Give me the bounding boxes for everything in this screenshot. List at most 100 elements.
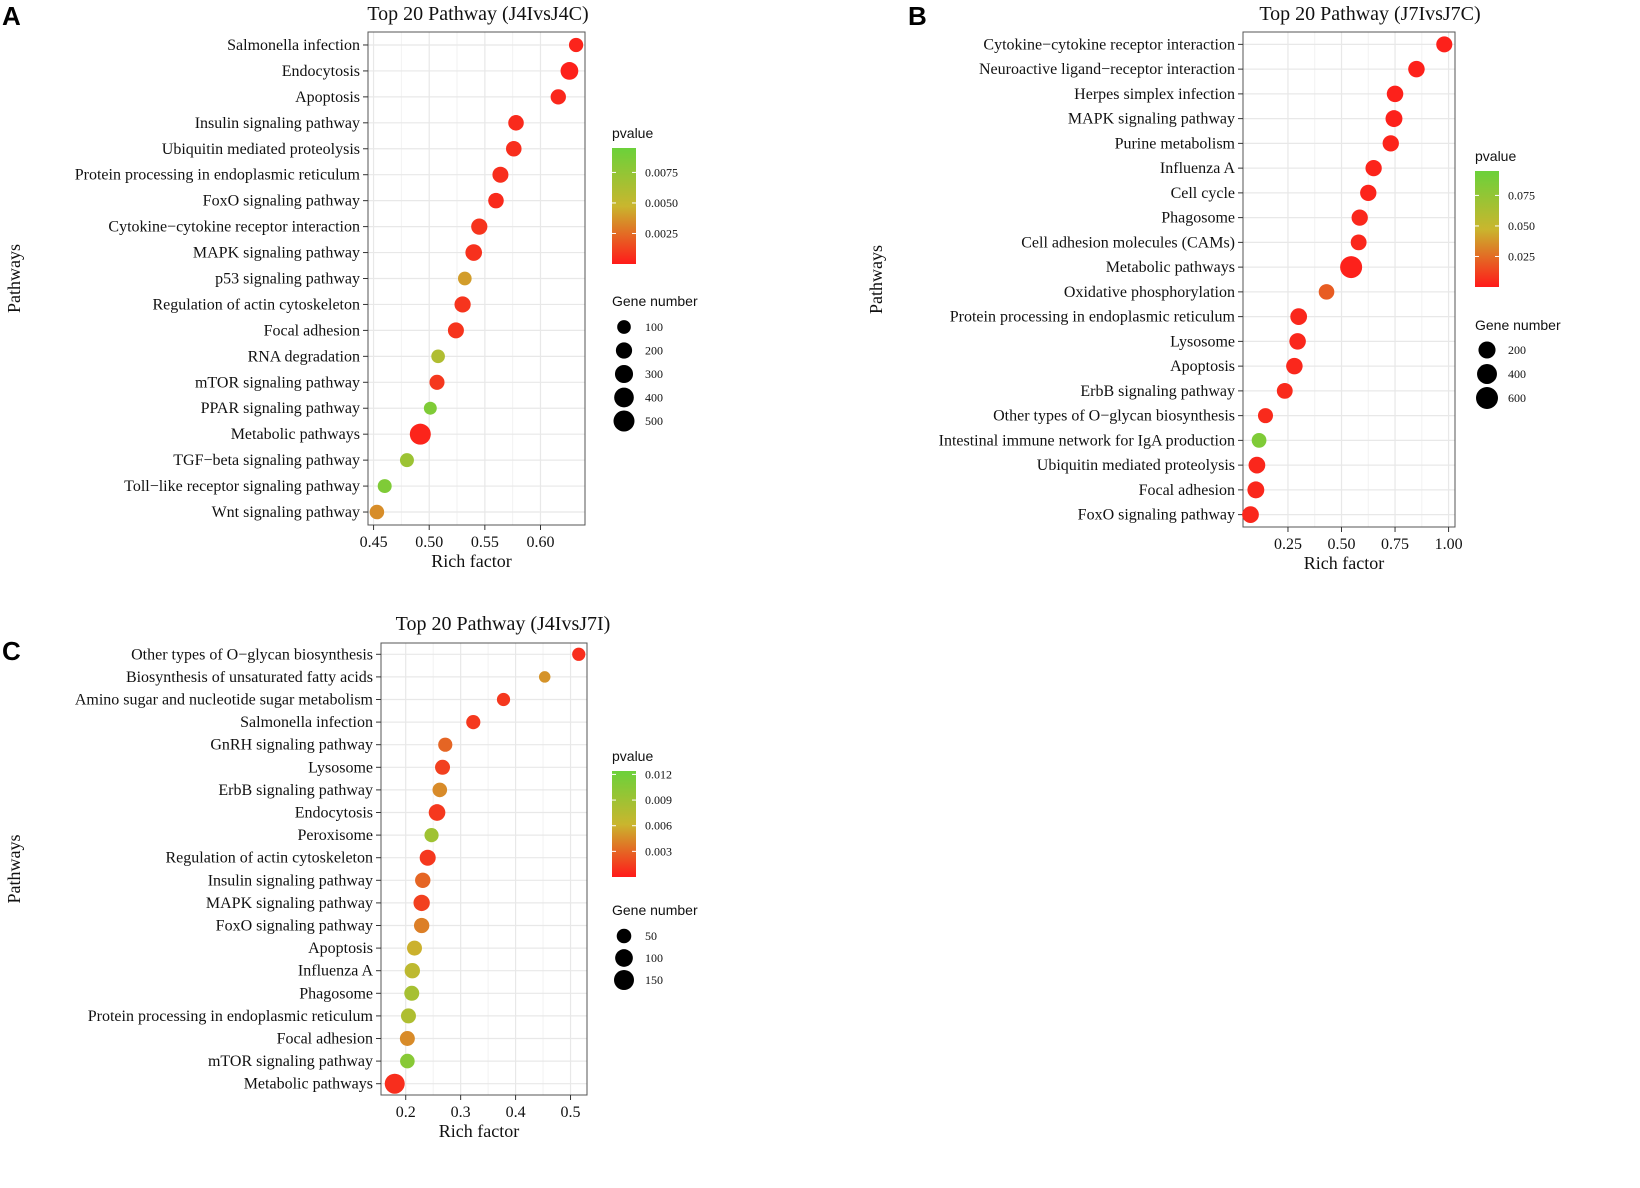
data-point (1247, 481, 1265, 499)
colorbar-tick-label: 0.0025 (645, 226, 678, 240)
pathway-label: Protein processing in endoplasmic reticu… (950, 309, 1236, 326)
pathway-label: Focal adhesion (264, 322, 360, 339)
pathway-label: MAPK signaling pathway (1068, 111, 1235, 128)
pathway-label: mTOR signaling pathway (195, 374, 360, 391)
data-point (424, 828, 439, 843)
data-point (404, 963, 420, 979)
data-point (435, 759, 451, 775)
legend-size-dot (1476, 387, 1498, 409)
data-point (407, 940, 422, 956)
data-point (413, 917, 430, 934)
data-point (415, 872, 431, 888)
pathway-label: Other types of O−glycan biosynthesis (131, 646, 373, 663)
legend-gene-title: Gene number (1475, 317, 1561, 333)
pathway-label: Endocytosis (295, 805, 373, 822)
legend-size-dot (617, 320, 631, 334)
colorbar-tick-label: 0.012 (645, 767, 672, 781)
pvalue-colorbar (612, 148, 636, 264)
legend-size-dot (615, 342, 633, 359)
data-point (431, 349, 445, 364)
pathway-label: Regulation of actin cytoskeleton (153, 296, 361, 313)
data-point (1257, 408, 1274, 424)
data-point (1248, 456, 1266, 474)
x-tick-label: 0.45 (360, 534, 388, 551)
data-point (496, 692, 511, 707)
data-point (572, 647, 586, 661)
legend-size-dot (614, 970, 634, 990)
pathway-label: Neuroactive ligand−receptor interaction (979, 61, 1235, 78)
data-point (1360, 184, 1377, 202)
data-point (1386, 85, 1404, 103)
data-point (1436, 36, 1453, 53)
legend-gene-title: Gene number (612, 902, 698, 918)
legend-size-dot (614, 364, 634, 384)
data-point (1340, 256, 1363, 279)
data-point (1350, 234, 1367, 251)
legend-pvalue-title: pvalue (1475, 148, 1516, 164)
data-point (1286, 357, 1303, 375)
pathway-label: Intestinal immune network for IgA produc… (939, 432, 1235, 449)
pathway-label: Endocytosis (282, 63, 360, 80)
legend-size-label: 200 (645, 344, 663, 358)
chart-title: Top 20 Pathway (J4IvsJ7I) (396, 613, 611, 635)
chart-title: Top 20 Pathway (J4IvsJ4C) (367, 3, 588, 25)
data-point (508, 115, 524, 131)
pathway-label: Insulin signaling pathway (208, 872, 373, 889)
x-tick-label: 0.2 (396, 1104, 416, 1121)
legend-size-dot (616, 928, 632, 944)
data-point (1251, 433, 1267, 448)
colorbar-tick-label: 0.0075 (645, 165, 678, 179)
pathway-label: FoxO signaling pathway (1078, 507, 1235, 524)
pathway-label: Regulation of actin cytoskeleton (166, 850, 374, 867)
data-point (447, 322, 464, 339)
pathway-label: Metabolic pathways (244, 1076, 373, 1093)
data-point (457, 271, 472, 286)
pathway-label: Cell cycle (1171, 185, 1235, 202)
data-point (1382, 135, 1399, 152)
data-point (423, 401, 437, 415)
legend-size-label: 400 (1508, 367, 1526, 381)
legend-size-label: 100 (645, 320, 663, 334)
pathway-label: Salmonella infection (227, 37, 360, 54)
data-point (1408, 60, 1425, 78)
pathway-label: Protein processing in endoplasmic reticu… (75, 167, 361, 184)
colorbar-tick-label: 0.0050 (645, 196, 678, 210)
pathway-label: TGF−beta signaling pathway (173, 452, 360, 469)
panel-letter-b: B (908, 1, 927, 31)
pathway-label: Lysosome (308, 759, 373, 776)
legend-size-label: 200 (1508, 343, 1526, 357)
data-point (1290, 308, 1308, 325)
colorbar-tick-label: 0.025 (1508, 249, 1535, 263)
legend-size-label: 500 (645, 414, 663, 428)
x-tick-label: 0.55 (471, 534, 499, 551)
legend-gene-title: Gene number (612, 293, 698, 309)
pathway-label: Phagosome (299, 985, 373, 1002)
legend-size-label: 100 (645, 951, 663, 965)
pathway-label: Cytokine−cytokine receptor interaction (108, 219, 360, 236)
pathway-label: Insulin signaling pathway (195, 115, 360, 132)
data-point (506, 140, 522, 157)
data-point (1365, 159, 1382, 177)
data-point (454, 296, 471, 313)
pathway-label: mTOR signaling pathway (208, 1053, 373, 1070)
pathway-label: Purine metabolism (1115, 135, 1236, 152)
pathway-label: MAPK signaling pathway (206, 895, 373, 912)
x-axis-label: Rich factor (439, 1121, 519, 1141)
colorbar-tick-label: 0.075 (1508, 188, 1535, 202)
data-point (377, 479, 392, 494)
legend-size-dot (614, 387, 634, 408)
pvalue-colorbar (612, 771, 636, 877)
pathway-label: Apoptosis (1170, 358, 1235, 375)
colorbar-tick-label: 0.050 (1508, 219, 1535, 233)
chart-title: Top 20 Pathway (J7IvsJ7C) (1259, 3, 1480, 25)
legend-size-dot (613, 410, 635, 432)
data-point (550, 89, 566, 105)
pathway-label: GnRH signaling pathway (210, 737, 373, 754)
data-point (488, 192, 504, 209)
x-tick-label: 1.00 (1435, 536, 1463, 553)
data-point (369, 504, 385, 520)
data-point (568, 37, 584, 53)
pathway-label: ErbB signaling pathway (218, 782, 373, 799)
y-axis-label: Pathways (866, 245, 886, 314)
pathway-label: Protein processing in endoplasmic reticu… (88, 1008, 374, 1025)
